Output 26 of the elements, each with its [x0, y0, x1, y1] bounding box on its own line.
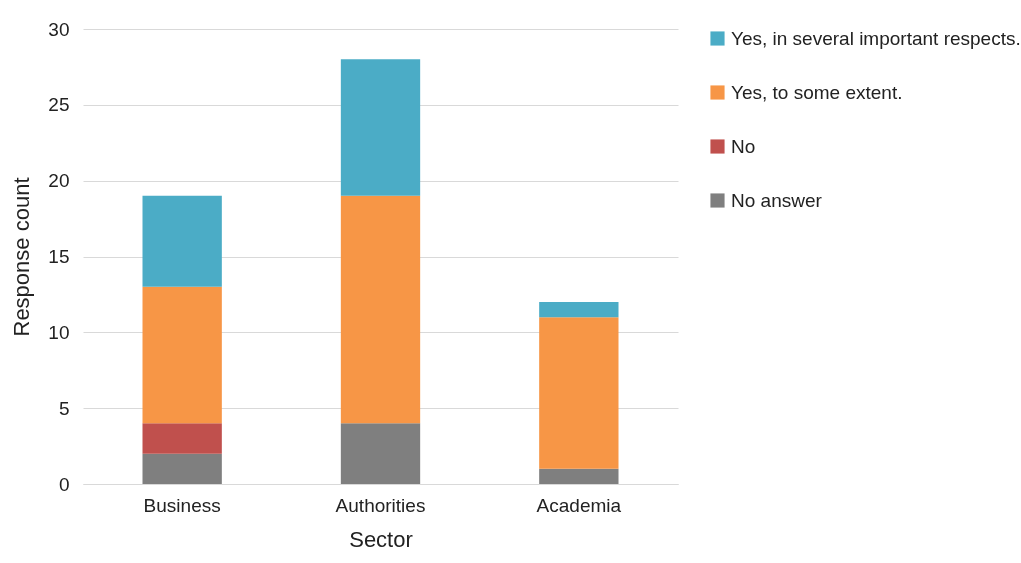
bar [539, 317, 619, 469]
legend-label: Yes, in several important respects. [731, 27, 1021, 49]
y-tick-label: 30 [48, 18, 70, 40]
x-tick-label: Authorities [335, 494, 426, 516]
legend-label: Yes, to some extent. [731, 81, 903, 103]
bar [340, 195, 421, 424]
y-tick-label: 15 [48, 246, 70, 267]
y-tick-label: 0 [58, 473, 70, 495]
y-tick-label: 20 [48, 170, 70, 192]
bar [539, 302, 619, 318]
bar [340, 59, 421, 196]
x-tick-label: Business [143, 494, 221, 516]
bar [142, 453, 222, 484]
x-tick-label: Academia [536, 494, 622, 516]
legend-label: No [731, 135, 756, 157]
y-tick-label: 25 [48, 94, 70, 116]
bar [340, 423, 421, 484]
x-axis-title: Sector [349, 526, 413, 552]
legend-label: No answer [731, 189, 823, 211]
bar [142, 195, 222, 287]
y-tick-label: 10 [48, 321, 70, 343]
bar [142, 286, 222, 424]
bar [142, 423, 222, 454]
y-tick-label: 5 [58, 397, 70, 419]
bar [539, 468, 619, 484]
y-axis-title: Response count [9, 177, 35, 337]
